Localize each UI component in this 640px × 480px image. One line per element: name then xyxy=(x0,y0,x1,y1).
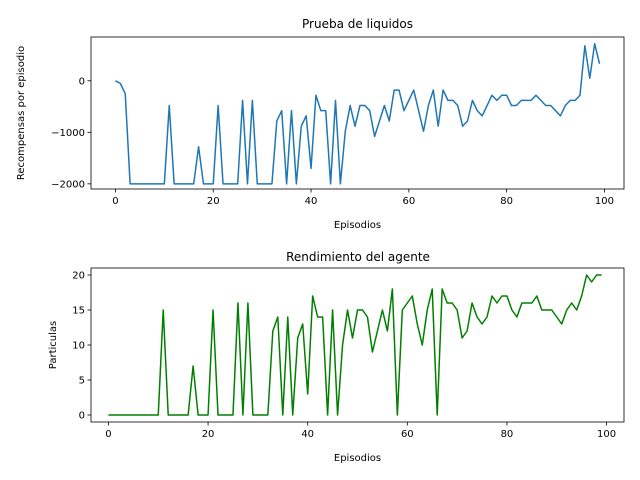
performance-y-tick-label: 0 xyxy=(79,411,85,422)
performance-x-axis-label: Episodios xyxy=(334,453,381,464)
performance-y-tick-label: 5 xyxy=(79,376,85,387)
rewards-x-tick-label: 60 xyxy=(402,196,415,207)
rewards-x-tick-label: 40 xyxy=(305,196,318,207)
performance-x-tick-label: 100 xyxy=(597,429,616,440)
rewards-x-tick-label: 20 xyxy=(207,196,220,207)
performance-chart-title: Rendimiento del agente xyxy=(286,250,430,264)
performance-y-ticks: 0 5 10 15 20 xyxy=(72,271,91,422)
performance-y-tick-label: 10 xyxy=(72,341,85,352)
performance-x-tick-label: 60 xyxy=(401,429,414,440)
rewards-x-tick-label: 100 xyxy=(595,196,614,207)
performance-x-tick-label: 20 xyxy=(202,429,215,440)
performance-x-tick-label: 80 xyxy=(501,429,514,440)
rewards-x-ticks: 0 20 40 60 80 100 xyxy=(112,189,614,207)
rewards-y-ticks: −2000 −1000 0 xyxy=(51,76,91,190)
performance-x-tick-label: 40 xyxy=(301,429,314,440)
performance-y-tick-label: 15 xyxy=(72,306,85,317)
performance-y-tick-label: 20 xyxy=(72,271,85,282)
performance-x-tick-label: 0 xyxy=(105,429,111,440)
rewards-x-tick-label: 80 xyxy=(500,196,513,207)
rewards-axes-frame xyxy=(90,36,625,190)
rewards-x-axis-label: Episodios xyxy=(334,220,381,231)
rewards-x-tick-label: 0 xyxy=(112,196,118,207)
performance-x-ticks: 0 20 40 60 80 100 xyxy=(105,422,616,440)
rewards-y-tick-label: −1000 xyxy=(51,128,85,139)
performance-y-axis-label: Particulas xyxy=(48,321,59,369)
panel-performance: Rendimiento del agente 0 5 10 15 20 0 20 40 60 8… xyxy=(48,250,625,464)
rewards-y-tick-label: −2000 xyxy=(51,179,85,190)
rewards-y-axis-label: Recompensas por episodio xyxy=(16,46,27,180)
panel-rewards: Prueba de liquidos −2000 −1000 0 0 20 40 60 80… xyxy=(16,17,625,231)
rewards-chart-title: Prueba de liquidos xyxy=(302,17,413,31)
rewards-y-tick-label: 0 xyxy=(79,76,85,87)
rewards-series-line xyxy=(115,42,601,185)
performance-series-line xyxy=(108,274,602,416)
performance-axes-frame xyxy=(90,267,625,423)
